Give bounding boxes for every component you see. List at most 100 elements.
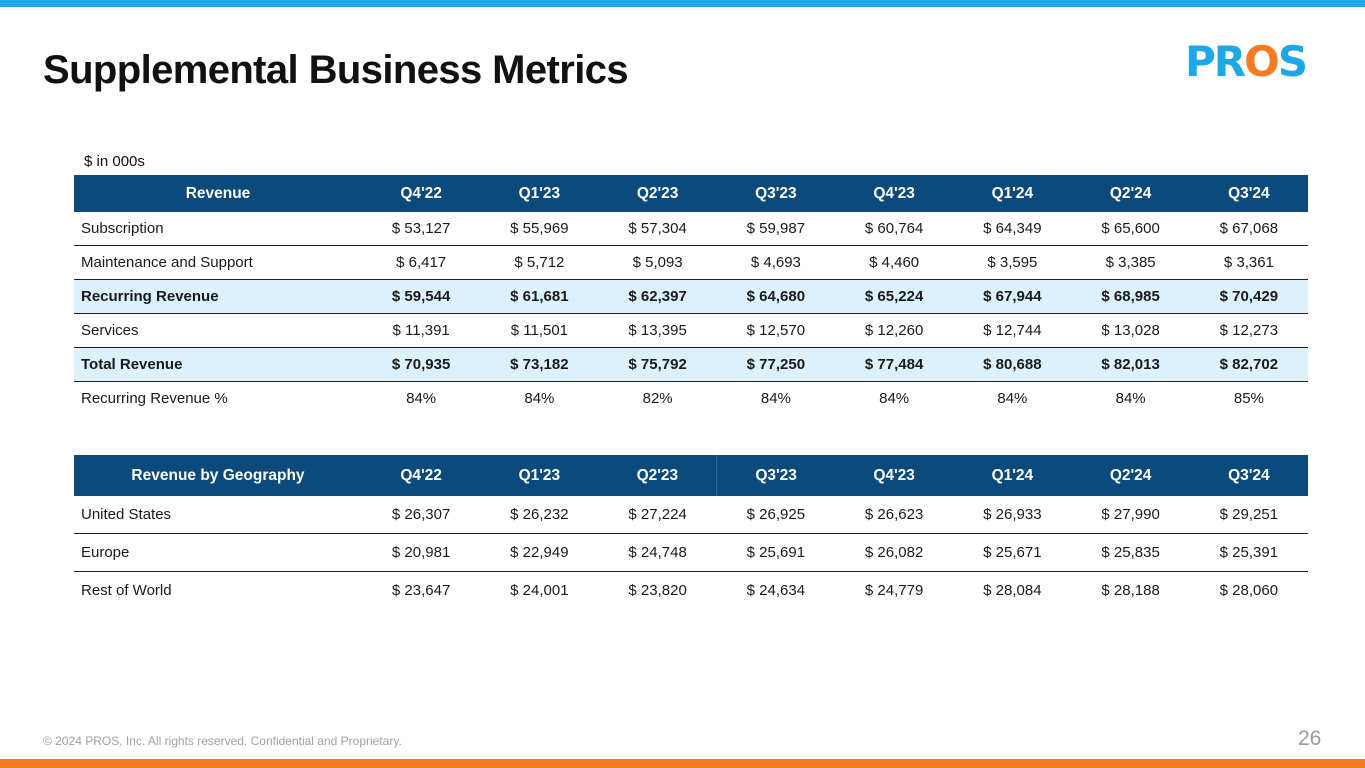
table-row: Rest of World $ 23,647 $ 24,001 $ 23,820…: [74, 572, 1308, 609]
table-cell: $ 26,307: [362, 496, 481, 534]
table-cell: $ 13,395: [598, 313, 717, 348]
table-cell: $ 4,460: [835, 245, 954, 280]
table-cell: $ 5,712: [480, 245, 599, 280]
logo-text-c: S: [1277, 37, 1308, 86]
header-cell: Revenue: [74, 175, 362, 212]
table-cell: $ 13,028: [1071, 313, 1190, 348]
table-row: Subscription $ 53,127 $ 55,969 $ 57,304 …: [74, 212, 1308, 246]
table-cell: $ 5,093: [598, 245, 717, 280]
table-row: Europe $ 20,981 $ 22,949 $ 24,748 $ 25,6…: [74, 533, 1308, 572]
table-cell: $ 70,429: [1189, 279, 1308, 314]
table-cell: $ 24,634: [746, 581, 806, 599]
top-accent-bar: [0, 0, 1365, 7]
table-header-row: Revenue Q4'22 Q1'23 Q2'23 Q3'23 Q4'23 Q1…: [74, 175, 1308, 212]
header-cell: Q2'23: [598, 455, 717, 496]
table-cell: $ 25,671: [953, 533, 1072, 572]
logo-text-a: PR: [1185, 37, 1246, 86]
table-row: Maintenance and Support $ 6,417 $ 5,712 …: [74, 245, 1308, 280]
row-label: Recurring Revenue %: [81, 390, 228, 407]
revenue-table: Revenue Q4'22 Q1'23 Q2'23 Q3'23 Q4'23 Q1…: [74, 175, 1308, 415]
table-cell: $ 57,304: [598, 212, 717, 246]
table-header-row: Revenue by Geography Q4'22 Q1'23 Q2'23 Q…: [74, 455, 1308, 496]
page-number: 26: [1298, 727, 1322, 750]
row-label: Rest of World: [81, 581, 172, 599]
table-cell: 85%: [1233, 390, 1264, 407]
table-cell: $ 27,224: [598, 496, 717, 534]
header-cell: Q1'24: [953, 175, 1072, 212]
table-row-highlighted: Recurring Revenue $ 59,544 $ 61,681 $ 62…: [74, 279, 1308, 314]
table-cell: $ 77,484: [835, 347, 954, 382]
header-cell: Q4'22: [362, 455, 481, 496]
table-cell: $ 73,182: [480, 347, 599, 382]
table-cell: $ 25,835: [1071, 533, 1190, 572]
table-cell: $ 23,647: [391, 581, 451, 599]
table-cell: $ 28,084: [983, 581, 1042, 599]
logo-text-b: O: [1244, 37, 1280, 86]
table-cell: $ 60,764: [835, 212, 954, 246]
table-row: United States $ 26,307 $ 26,232 $ 27,224…: [74, 496, 1308, 534]
table-cell: $ 22,949: [480, 533, 599, 572]
row-label: United States: [74, 496, 362, 534]
table-cell: 84%: [879, 390, 910, 407]
header-cell: Q4'22: [362, 175, 481, 212]
header-cell: Q1'23: [480, 175, 599, 212]
header-cell: Q3'23: [716, 175, 835, 212]
table-cell: $ 25,691: [716, 533, 835, 572]
table-cell: $ 65,224: [835, 279, 954, 314]
table-cell: $ 68,985: [1071, 279, 1190, 314]
table-cell: 84%: [1115, 390, 1146, 407]
table-row-highlighted: Total Revenue $ 70,935 $ 73,182 $ 75,792…: [74, 347, 1308, 382]
table-cell: 84%: [524, 390, 555, 407]
page-title: Supplemental Business Metrics: [43, 48, 629, 92]
table-cell: $ 4,693: [716, 245, 835, 280]
header-cell: Q4'23: [835, 455, 954, 496]
geography-table: Revenue by Geography Q4'22 Q1'23 Q2'23 Q…: [74, 455, 1308, 608]
pros-logo: PROS: [1185, 40, 1325, 84]
header-cell: Q2'24: [1071, 455, 1190, 496]
table-cell: $ 67,068: [1189, 212, 1308, 246]
table-cell: $ 61,681: [480, 279, 599, 314]
row-label: Services: [74, 313, 362, 348]
table-cell: $ 25,391: [1189, 533, 1308, 572]
units-note: $ in 000s: [84, 153, 145, 170]
table-cell: $ 26,623: [835, 496, 954, 534]
header-cell: Q3'24: [1189, 455, 1308, 496]
table-cell: $ 59,987: [716, 212, 835, 246]
header-cell: Q2'23: [598, 175, 717, 212]
header-cell: Q4'23: [835, 175, 954, 212]
table-cell: $ 67,944: [953, 279, 1072, 314]
table-cell: $ 12,570: [716, 313, 835, 348]
table-cell: $ 62,397: [598, 279, 717, 314]
row-label: Total Revenue: [74, 347, 362, 382]
table-cell: $ 26,232: [480, 496, 599, 534]
table-cell: $ 82,013: [1071, 347, 1190, 382]
row-label: Europe: [74, 533, 362, 572]
table-cell: 82%: [642, 390, 673, 407]
table-cell: $ 26,925: [716, 496, 835, 534]
table-cell: 84%: [760, 390, 791, 407]
table-cell: $ 23,820: [628, 581, 687, 599]
table-cell: $ 11,391: [362, 313, 481, 348]
table-cell: 84%: [997, 390, 1028, 407]
table-cell: $ 26,933: [953, 496, 1072, 534]
row-label: Subscription: [74, 212, 362, 246]
table-cell: $ 64,680: [716, 279, 835, 314]
table-cell: $ 20,981: [362, 533, 481, 572]
header-cell: Q3'23: [716, 455, 835, 496]
table-cell: $ 82,702: [1189, 347, 1308, 382]
table-cell: $ 6,417: [362, 245, 481, 280]
table-cell: $ 29,251: [1189, 496, 1308, 534]
table-cell: $ 65,600: [1071, 212, 1190, 246]
table-cell: $ 12,273: [1189, 313, 1308, 348]
table-cell: $ 12,744: [953, 313, 1072, 348]
table-row: Services $ 11,391 $ 11,501 $ 13,395 $ 12…: [74, 313, 1308, 348]
table-cell: $ 77,250: [716, 347, 835, 382]
table-cell: $ 24,001: [510, 581, 569, 599]
header-cell: Q3'24: [1189, 175, 1308, 212]
header-cell: Q2'24: [1071, 175, 1190, 212]
table-cell: $ 55,969: [480, 212, 599, 246]
table-cell: $ 27,990: [1071, 496, 1190, 534]
table-cell: $ 24,748: [598, 533, 717, 572]
header-cell: Revenue by Geography: [74, 455, 362, 496]
copyright-footer: © 2024 PROS, Inc. All rights reserved. C…: [43, 734, 402, 748]
